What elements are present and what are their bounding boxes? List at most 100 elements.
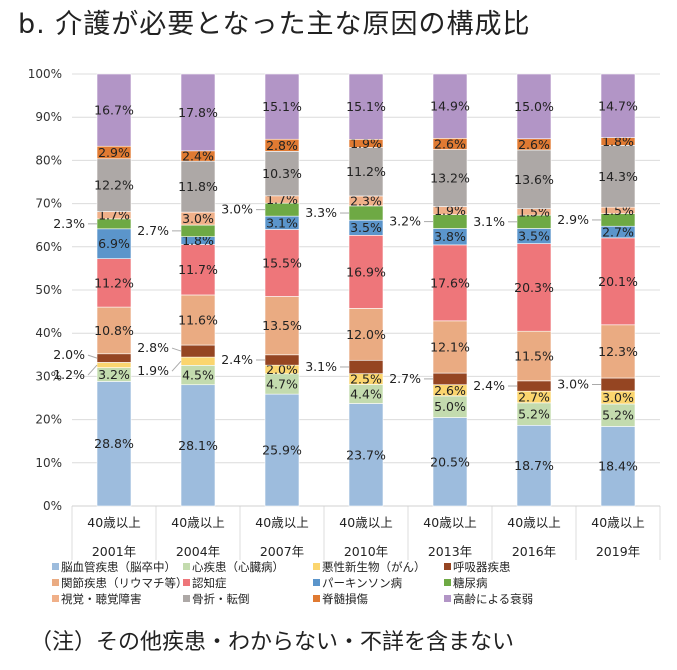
group-label: 40歳以上 — [255, 515, 308, 530]
legend-swatch — [183, 563, 190, 570]
legend-label: 呼吸器疾患 — [453, 560, 511, 574]
data-label: 11.5% — [514, 349, 554, 364]
bar-segment — [96, 353, 132, 363]
bar-segment — [96, 228, 132, 259]
group-label: 40歳以上 — [507, 515, 560, 530]
bar-segment — [264, 354, 300, 366]
data-label: 14.9% — [430, 99, 470, 114]
legend-label: 高齢による衰弱 — [453, 592, 533, 606]
category-label: 2001年 — [92, 544, 136, 559]
y-tick-label: 90% — [35, 110, 62, 124]
legend-swatch — [52, 595, 59, 602]
y-tick-label: 10% — [35, 456, 62, 470]
legend-label: 心疾患（心臓病） — [192, 560, 284, 574]
legend-label: パーキンソン病 — [322, 576, 403, 590]
legend-label: 関節疾患（リウマチ等） — [61, 576, 188, 590]
data-label: 17.8% — [178, 105, 218, 120]
data-label: 2.4% — [473, 378, 505, 393]
bar-segment — [96, 158, 132, 212]
y-tick-label: 0% — [43, 499, 62, 513]
data-label: 3.0% — [557, 376, 589, 391]
group-label: 40歳以上 — [87, 515, 140, 530]
category-label: 2016年 — [512, 544, 556, 559]
footnote: （注）その他疾患・わからない・不詳を含まない — [30, 630, 515, 655]
leader-line — [171, 360, 182, 372]
bar-segment — [264, 151, 300, 197]
legend-label: 認知症 — [192, 576, 227, 590]
legend-label: 脳血管疾患（脳卒中） — [61, 560, 176, 574]
data-label: 3.1% — [266, 215, 298, 230]
chart-title: b. 介護が必要となった主な原因の構成比 — [18, 9, 531, 40]
data-label: 18.7% — [514, 458, 554, 473]
bar-segment — [600, 324, 636, 379]
data-label: 2.7% — [389, 371, 421, 386]
y-tick-label: 70% — [35, 197, 62, 211]
bar-segment — [96, 381, 132, 507]
leader-line — [171, 347, 182, 352]
leader-line — [87, 364, 98, 376]
bar-segment — [264, 73, 300, 140]
data-label: 2.6% — [518, 137, 550, 152]
bar-segment — [600, 73, 636, 138]
legend-swatch — [313, 579, 320, 586]
data-label: 20.3% — [514, 280, 554, 295]
bar-segment — [348, 147, 384, 197]
data-label: 2.9% — [557, 212, 589, 227]
bar-segment — [516, 243, 552, 332]
data-label: 1.9% — [350, 136, 382, 151]
data-label: 11.6% — [178, 312, 218, 327]
bar-segment — [516, 380, 552, 392]
y-tick-label: 80% — [35, 153, 62, 167]
legend-swatch — [183, 579, 190, 586]
data-label: 11.2% — [94, 275, 134, 290]
data-label: 15.1% — [262, 99, 302, 114]
data-label: 2.4% — [182, 148, 214, 163]
data-label: 2.8% — [266, 138, 298, 153]
bar-segment — [516, 330, 552, 382]
group-label: 40歳以上 — [423, 515, 476, 530]
data-label: 3.3% — [305, 205, 337, 220]
legend-swatch — [52, 579, 59, 586]
bar-segment — [96, 306, 132, 355]
data-label: 2.0% — [266, 362, 298, 377]
data-label: 3.2% — [98, 367, 130, 382]
data-label: 17.6% — [430, 275, 470, 290]
data-label: 2.9% — [98, 145, 130, 160]
bar-segment — [180, 384, 216, 507]
bar-segment — [432, 372, 468, 386]
data-label: 28.8% — [94, 436, 134, 451]
bar-segment — [180, 294, 216, 346]
legend-swatch — [313, 563, 320, 570]
legend-label: 糖尿病 — [453, 576, 488, 590]
data-label: 2.3% — [53, 216, 85, 231]
data-label: 5.2% — [602, 408, 634, 423]
data-label: 2.5% — [350, 372, 382, 387]
data-label: 15.1% — [346, 99, 386, 114]
group-label: 40歳以上 — [591, 515, 644, 530]
data-label: 11.2% — [346, 164, 386, 179]
legend-label: 脊髄損傷 — [322, 592, 368, 606]
leader-line — [87, 354, 98, 359]
data-label: 2.0% — [53, 347, 85, 362]
data-label: 5.2% — [518, 407, 550, 422]
legend-label: 視覚・聴覚障害 — [61, 592, 142, 606]
y-tick-label: 20% — [35, 413, 62, 427]
data-label: 13.5% — [262, 318, 302, 333]
data-label: 2.6% — [434, 383, 466, 398]
data-label: 12.3% — [598, 344, 638, 359]
data-label: 14.3% — [598, 169, 638, 184]
y-tick-label: 40% — [35, 326, 62, 340]
bar-segment — [264, 229, 300, 297]
category-label: 2007年 — [260, 544, 304, 559]
data-label: 25.9% — [262, 443, 302, 458]
bar-segment — [432, 73, 468, 139]
bar-segment — [432, 244, 468, 322]
data-label: 4.5% — [182, 368, 214, 383]
bar-segment — [264, 393, 300, 507]
data-label: 6.9% — [98, 236, 130, 251]
bar-segment — [180, 73, 216, 152]
y-tick-label: 60% — [35, 240, 62, 254]
data-label: 16.9% — [346, 264, 386, 279]
data-label: 18.4% — [598, 459, 638, 474]
data-label: 1.2% — [53, 367, 85, 382]
